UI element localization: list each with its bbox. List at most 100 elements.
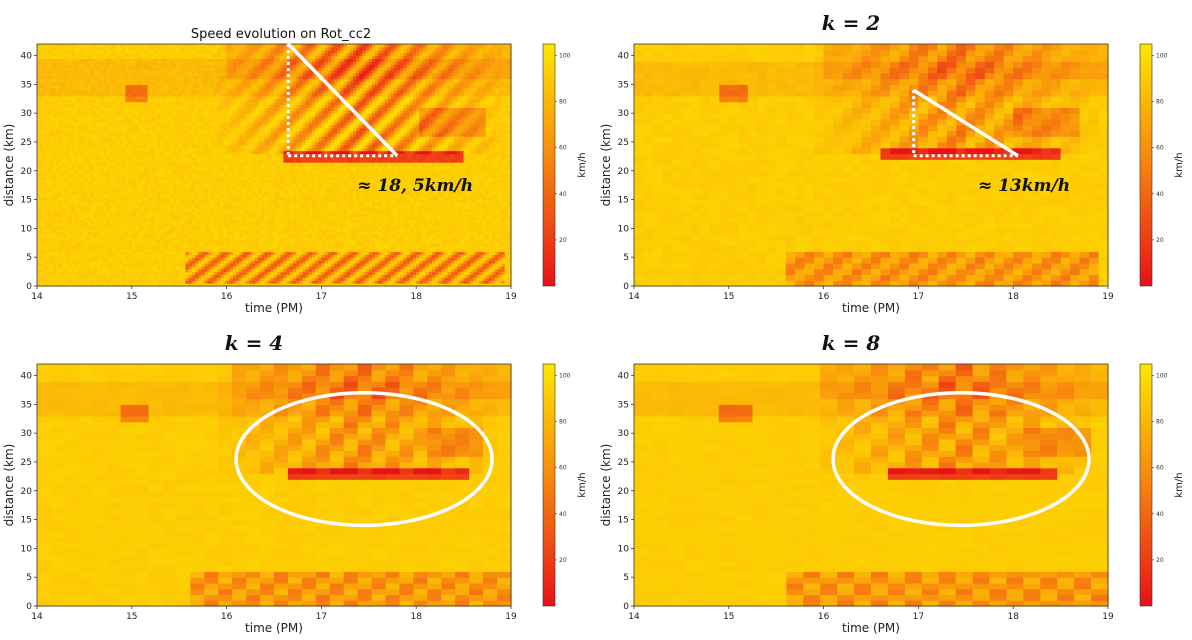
heatmap-cell xyxy=(106,110,111,114)
heatmap-cell xyxy=(141,225,146,229)
heatmap-cell xyxy=(103,199,108,204)
heatmap-cell xyxy=(112,265,117,270)
heatmap-cell xyxy=(62,58,67,62)
heatmap-cell xyxy=(84,92,89,97)
heatmap-cell xyxy=(147,176,152,180)
heatmap-cell xyxy=(122,271,127,276)
heatmap-cell xyxy=(134,254,139,258)
heatmap-cell xyxy=(68,277,73,281)
heatmap-cell xyxy=(103,98,108,103)
heatmap-cell xyxy=(74,78,79,83)
heatmap-cell xyxy=(68,147,73,152)
heatmap-cell xyxy=(52,52,57,57)
heatmap-cell xyxy=(71,92,76,97)
heatmap-cell xyxy=(147,118,152,123)
heatmap-cell xyxy=(68,196,73,201)
heatmap-cell xyxy=(81,280,85,284)
heatmap-cell xyxy=(106,64,111,68)
heatmap-cell xyxy=(147,162,152,166)
heatmap-cell xyxy=(128,268,133,273)
heatmap-cell xyxy=(119,49,123,54)
heatmap-cell xyxy=(116,118,120,123)
heatmap-cell xyxy=(62,202,67,206)
heatmap-cell xyxy=(43,202,48,206)
heatmap-cell xyxy=(84,185,89,189)
heatmap-cell xyxy=(40,144,44,149)
heatmap-cell xyxy=(103,190,108,195)
heatmap-cell xyxy=(55,196,60,201)
heatmap-cell xyxy=(37,257,41,261)
heatmap-cell xyxy=(74,156,79,160)
heatmap-cell xyxy=(116,242,120,247)
heatmap-cell xyxy=(81,167,85,172)
heatmap-cell xyxy=(109,248,114,253)
heatmap-cell xyxy=(97,153,101,157)
heatmap-cell xyxy=(134,237,139,241)
heatmap-cell xyxy=(74,231,79,235)
heatmap-cell xyxy=(37,170,41,175)
heatmap-cell xyxy=(125,216,130,221)
heatmap-cell xyxy=(150,95,155,100)
heatmap-cell xyxy=(74,257,79,261)
heatmap-cell xyxy=(112,188,117,192)
heatmap-cell xyxy=(112,254,117,258)
heatmap-cell xyxy=(122,101,127,106)
heatmap-cell xyxy=(153,213,158,218)
heatmap-cell xyxy=(90,139,95,143)
heatmap-cell xyxy=(90,179,95,183)
heatmap-cell xyxy=(109,222,114,227)
heatmap-cell xyxy=(65,92,70,97)
heatmap-cell xyxy=(106,213,111,218)
heatmap-cell xyxy=(97,101,101,106)
heatmap-cell xyxy=(71,271,76,276)
heatmap-cell xyxy=(138,78,142,83)
heatmap-cell xyxy=(144,257,149,261)
heatmap-cell xyxy=(59,245,63,250)
heatmap-cell xyxy=(138,162,142,166)
heatmap-cell xyxy=(144,260,149,264)
heatmap-cell xyxy=(134,84,139,88)
heatmap-cell xyxy=(49,78,54,83)
heatmap-cell xyxy=(116,237,120,241)
heatmap-cell xyxy=(81,144,85,149)
heatmap-cell xyxy=(37,239,41,244)
heatmap-cell xyxy=(93,156,98,160)
heatmap-cell xyxy=(103,78,108,83)
heatmap-cell xyxy=(150,185,155,189)
heatmap-cell xyxy=(131,81,136,85)
heatmap-cell xyxy=(125,167,130,172)
heatmap-cell xyxy=(147,179,152,183)
heatmap-cell xyxy=(147,49,152,54)
heatmap-cell xyxy=(90,92,95,97)
heatmap-cell xyxy=(131,116,136,120)
heatmap-cell xyxy=(59,213,63,218)
heatmap-cell xyxy=(125,98,130,103)
heatmap-cell xyxy=(119,139,123,143)
heatmap-cell xyxy=(138,190,142,195)
heatmap-cell xyxy=(128,216,133,221)
heatmap-cell xyxy=(62,251,67,255)
heatmap-cell xyxy=(68,141,73,146)
heatmap-cell xyxy=(106,147,111,152)
heatmap-cell xyxy=(147,92,152,97)
heatmap-cell xyxy=(147,121,152,126)
heatmap-cell xyxy=(55,274,60,278)
heatmap-cell xyxy=(112,133,117,137)
heatmap-cell xyxy=(74,228,79,232)
heatmap-cell xyxy=(150,104,155,108)
heatmap-cell xyxy=(131,44,136,48)
heatmap-cell xyxy=(65,283,70,287)
heatmap-cell xyxy=(62,234,67,238)
heatmap-cell xyxy=(147,46,152,51)
heatmap-cell xyxy=(78,159,82,163)
heatmap-cell xyxy=(128,254,133,258)
heatmap-cell xyxy=(46,69,51,74)
heatmap-cell xyxy=(65,72,70,77)
heatmap-cell xyxy=(87,67,92,71)
heatmap-cell xyxy=(109,260,114,264)
heatmap-cell xyxy=(141,98,146,103)
heatmap-cell xyxy=(65,262,70,267)
heatmap-cell xyxy=(109,251,114,255)
heatmap-cell xyxy=(65,130,70,134)
heatmap-cell xyxy=(68,69,73,74)
